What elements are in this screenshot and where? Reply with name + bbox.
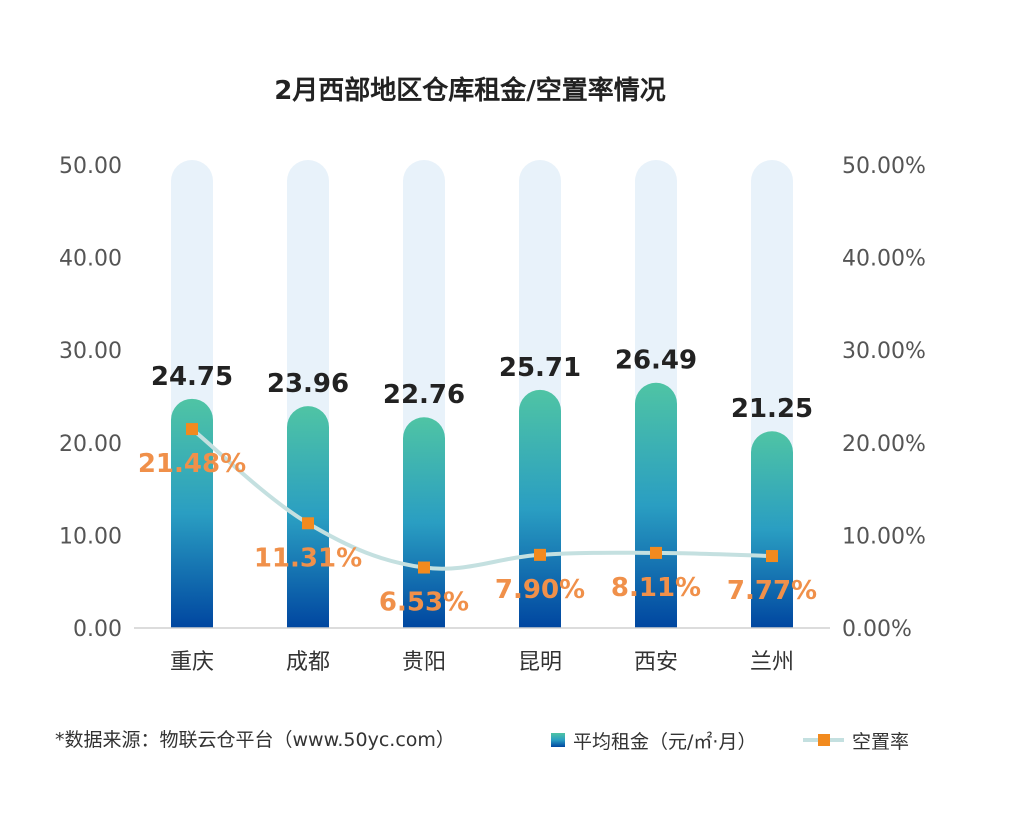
legend: 平均租金（元/㎡·月） 空置率 bbox=[551, 730, 909, 753]
x-tick-label: 贵阳 bbox=[402, 650, 446, 675]
y-left-tick: 0.00 bbox=[73, 617, 122, 642]
vacancy-marker bbox=[766, 550, 778, 563]
x-tick-label: 成都 bbox=[286, 650, 330, 675]
y-right-tick: 0.00% bbox=[842, 617, 912, 642]
bar bbox=[403, 417, 445, 628]
vacancy-marker bbox=[534, 548, 546, 561]
y-right-tick: 50.00% bbox=[842, 154, 926, 179]
vacancy-line bbox=[190, 427, 773, 571]
bar-value-label: 26.49 bbox=[615, 346, 697, 376]
y-left-tick: 10.00 bbox=[59, 524, 122, 549]
legend-bar-swatch bbox=[551, 733, 565, 747]
vacancy-marker bbox=[650, 546, 662, 559]
y-right-tick: 10.00% bbox=[842, 524, 926, 549]
x-tick-label: 西安 bbox=[634, 650, 678, 675]
y-right-tick: 40.00% bbox=[842, 247, 926, 272]
y-left-tick: 20.00 bbox=[59, 432, 122, 457]
vacancy-marker bbox=[186, 423, 198, 436]
bar bbox=[287, 406, 329, 628]
vacancy-value-label: 21.48% bbox=[138, 449, 246, 479]
vacancy-value-label: 7.90% bbox=[495, 575, 585, 605]
bar-value-label: 25.71 bbox=[499, 353, 581, 383]
y-left-tick: 30.00 bbox=[59, 339, 122, 364]
x-tick-label: 重庆 bbox=[170, 650, 214, 675]
y-left-tick: 50.00 bbox=[59, 154, 122, 179]
legend-line-label: 空置率 bbox=[852, 731, 909, 753]
bar-value-label: 24.75 bbox=[151, 362, 233, 392]
vacancy-value-label: 8.11% bbox=[611, 573, 701, 603]
vacancy-marker bbox=[418, 561, 430, 574]
bar bbox=[635, 382, 677, 628]
vacancy-value-label: 7.77% bbox=[727, 576, 817, 606]
y-right-tick: 30.00% bbox=[842, 339, 926, 364]
y-left-tick: 40.00 bbox=[59, 247, 122, 272]
vacancy-value-label: 11.31% bbox=[254, 543, 362, 573]
legend-bar-label: 平均租金（元/㎡·月） bbox=[573, 730, 756, 753]
bar bbox=[171, 398, 213, 628]
bar-value-label: 23.96 bbox=[267, 369, 349, 399]
y-right-tick: 20.00% bbox=[842, 432, 926, 457]
chart-title: 2月西部地区仓库租金/空置率情况 bbox=[274, 75, 666, 106]
vacancy-value-label: 6.53% bbox=[379, 588, 469, 618]
bar-value-label: 21.25 bbox=[731, 394, 813, 424]
legend-marker-swatch bbox=[818, 734, 830, 746]
vacancy-marker bbox=[302, 517, 314, 530]
x-tick-label: 昆明 bbox=[518, 650, 562, 675]
bar bbox=[751, 431, 793, 628]
bar bbox=[519, 389, 561, 628]
source-note: *数据来源：物联云仓平台（www.50yc.com） bbox=[55, 729, 455, 751]
x-tick-label: 兰州 bbox=[750, 650, 794, 675]
bar-value-label: 22.76 bbox=[383, 380, 465, 410]
